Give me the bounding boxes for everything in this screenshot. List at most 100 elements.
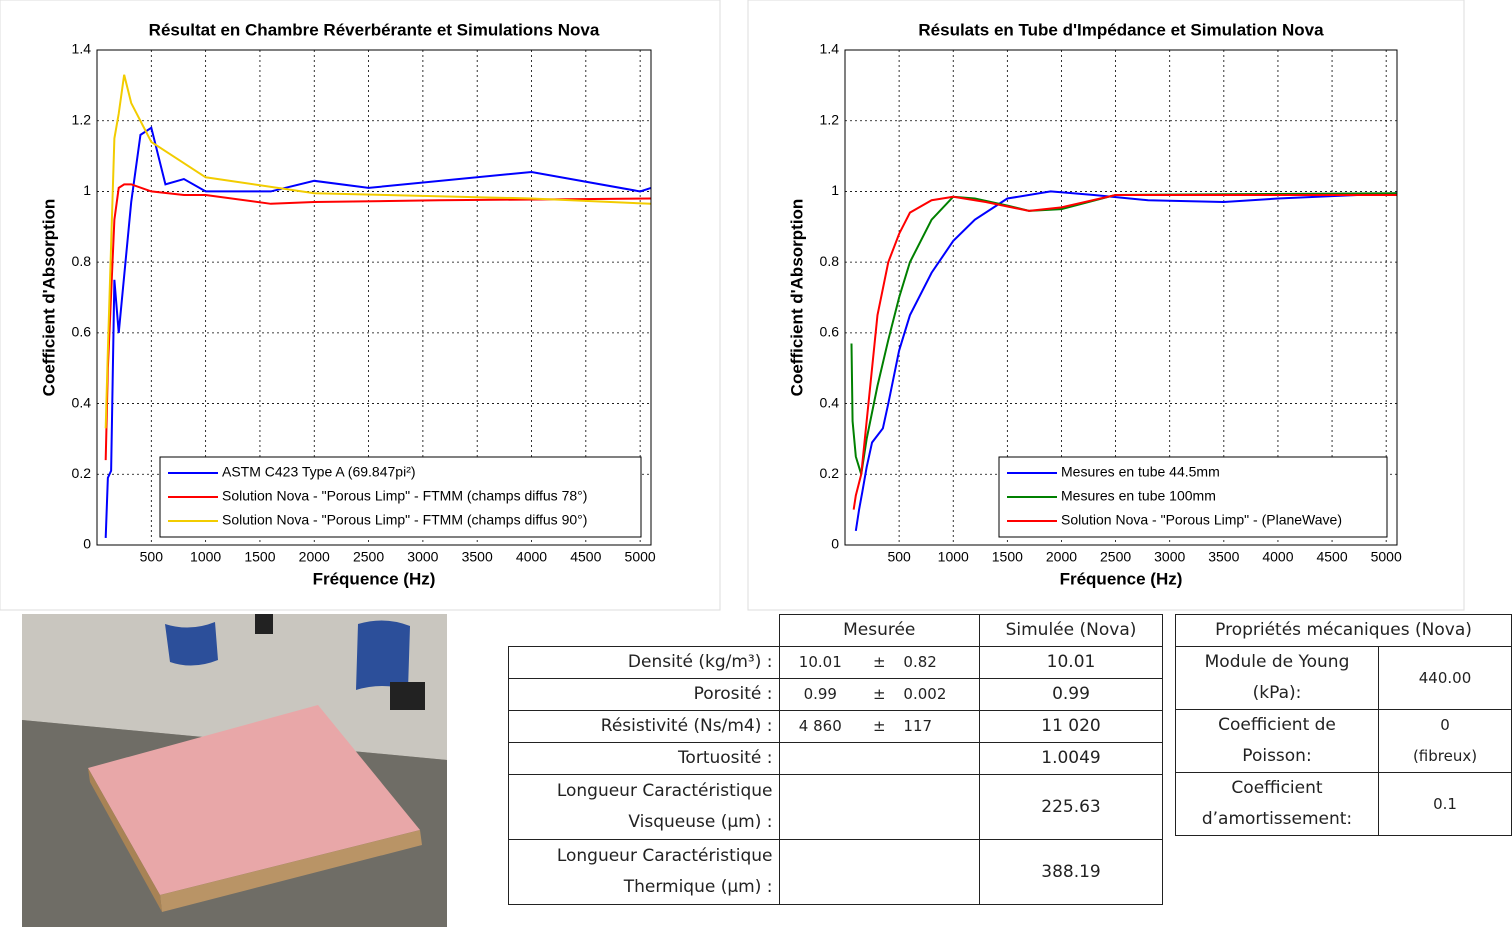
x-axis-label: Fréquence (Hz) [1060, 569, 1183, 588]
data-line [104, 183, 652, 461]
y-tick-label: 1 [83, 182, 91, 198]
speaker [390, 682, 425, 710]
table-cell: 0.99 [778, 678, 862, 711]
x-tick-label: 3500 [462, 549, 493, 565]
table-cell: 10.01 [778, 646, 862, 679]
table-cell: 440.00 [1378, 646, 1512, 710]
mechanical-table: Propriétés mécaniques (Nova) Module de Yo… [1175, 614, 1512, 836]
speaker [255, 614, 273, 634]
table-cell: Mesurée [778, 614, 980, 647]
data-line [104, 74, 652, 429]
panel [356, 620, 410, 690]
table-row: Porosité :0.99 ±0.002 0.99 [508, 678, 1163, 711]
x-tick-label: 2500 [353, 549, 384, 565]
y-tick-label: 1.2 [72, 111, 92, 127]
table-cell: ± [861, 646, 898, 679]
y-tick-label: 1.4 [72, 41, 92, 57]
x-axis-label: Fréquence (Hz) [313, 569, 436, 588]
y-tick-label: 0.6 [820, 324, 840, 340]
legend [159, 456, 642, 538]
slab-edge [160, 830, 422, 912]
table-cell: Densité (kg/m³) : [508, 646, 780, 679]
table-cell: Simulée (Nova) [979, 614, 1163, 647]
table-cell: 0.82 [897, 646, 981, 679]
table-cell [778, 839, 980, 905]
table-cell: ± [861, 678, 898, 711]
x-tick-label: 4500 [570, 549, 601, 565]
table-row: Coefficient de Poisson: 0 (fibreux) [1175, 709, 1512, 773]
data-line [104, 126, 652, 538]
axes-frame [844, 49, 1398, 546]
x-tick-label: 500 [887, 549, 911, 565]
x-tick-label: 500 [140, 549, 164, 565]
data-line [854, 190, 1398, 532]
x-tick-label: 1000 [190, 549, 221, 565]
y-tick-label: 1.2 [820, 111, 840, 127]
x-tick-label: 2000 [1046, 549, 1077, 565]
table-cell: Tortuosité : [508, 742, 780, 775]
table-row: Tortuosité : 1.0049 [508, 742, 1163, 775]
chart-title: Résultat en Chambre Réverbérante et Simu… [149, 20, 600, 39]
properties-table: Mesurée Simulée (Nova) Densité (kg/m³) :10… [508, 614, 1163, 905]
x-tick-label: 5000 [1371, 549, 1402, 565]
axes-frame [96, 49, 652, 546]
x-tick-label: 4000 [516, 549, 547, 565]
table-cell: 225.63 [979, 774, 1163, 840]
table-cell [778, 774, 980, 840]
y-tick-label: 0.2 [820, 465, 840, 481]
table-cell: 0.99 [979, 678, 1163, 711]
table-row: Module de Young (kPa): 440.00 [1175, 646, 1512, 710]
y-tick-label: 1.4 [820, 41, 840, 57]
x-tick-label: 3000 [1154, 549, 1185, 565]
table-row: Longueur Caractéristique Thermique (µm) … [508, 839, 1163, 905]
x-tick-label: 3000 [407, 549, 438, 565]
table-cell: 1.0049 [979, 742, 1163, 775]
y-tick-label: 0.4 [72, 394, 92, 410]
table-cell [508, 614, 780, 647]
table-cell: ± [861, 710, 898, 743]
y-axis-label: Coefficient d'Absorption [787, 199, 806, 397]
y-tick-label: 0 [83, 536, 91, 552]
table-row: Longueur Caractéristique Visqueuse (µm) … [508, 774, 1163, 840]
legend-label: Mesures en tube 100mm [1061, 488, 1216, 504]
x-tick-label: 2000 [299, 549, 330, 565]
table-cell: Propriétés mécaniques (Nova) [1175, 614, 1512, 647]
chart-title: Résulats en Tube d'Impédance et Simulati… [918, 20, 1324, 39]
legend-label: Solution Nova - "Porous Limp" - FTMM (ch… [222, 488, 587, 504]
y-tick-label: 0.8 [820, 253, 840, 269]
table-cell: 11 020 [979, 710, 1163, 743]
table-cell: Coefficient d’amortissement: [1175, 772, 1379, 836]
table-cell: Longueur Caractéristique Thermique (µm) … [508, 839, 780, 905]
table-cell: Module de Young (kPa): [1175, 646, 1379, 710]
table-cell: 0.002 [897, 678, 981, 711]
slab [88, 705, 420, 895]
wall [22, 614, 447, 760]
table-row: Densité (kg/m³) :10.01 ±0.82 10.01 [508, 646, 1163, 679]
table-row: Coefficient d’amortissement: 0.1 [1175, 772, 1512, 836]
table-cell [778, 742, 980, 775]
table-cell: Résistivité (Ns/m4) : [508, 710, 780, 743]
legend-label: Solution Nova - "Porous Limp" - (PlaneWa… [1061, 512, 1342, 528]
table-cell: Longueur Caractéristique Visqueuse (µm) … [508, 774, 780, 840]
table-row: Résistivité (Ns/m4) :4 860 ±117 11 020 [508, 710, 1163, 743]
panel [165, 622, 218, 666]
y-tick-label: 0.4 [820, 394, 840, 410]
table-cell: 10.01 [979, 646, 1163, 679]
x-tick-label: 2500 [1100, 549, 1131, 565]
x-tick-label: 1500 [992, 549, 1023, 565]
table-cell: 0 (fibreux) [1378, 709, 1512, 773]
y-tick-label: 1 [831, 182, 839, 198]
x-tick-label: 3500 [1208, 549, 1239, 565]
table-cell: Coefficient de Poisson: [1175, 709, 1379, 773]
table-cell: 388.19 [979, 839, 1163, 905]
y-tick-label: 0.6 [72, 324, 92, 340]
x-tick-label: 1500 [244, 549, 275, 565]
table-cell: 117 [897, 710, 981, 743]
y-tick-label: 0.8 [72, 253, 92, 269]
x-tick-label: 4500 [1316, 549, 1347, 565]
x-tick-label: 5000 [625, 549, 656, 565]
legend-label: Mesures en tube 44.5mm [1061, 464, 1220, 480]
x-tick-label: 4000 [1262, 549, 1293, 565]
table-cell: Porosité : [508, 678, 780, 711]
